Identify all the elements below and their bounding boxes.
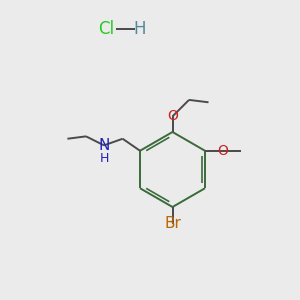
- Text: N: N: [98, 138, 110, 153]
- Text: H: H: [100, 152, 110, 165]
- Text: O: O: [217, 144, 228, 158]
- Text: O: O: [167, 110, 178, 123]
- Text: Cl: Cl: [98, 20, 115, 38]
- Text: Br: Br: [164, 216, 181, 231]
- Text: H: H: [133, 20, 146, 38]
